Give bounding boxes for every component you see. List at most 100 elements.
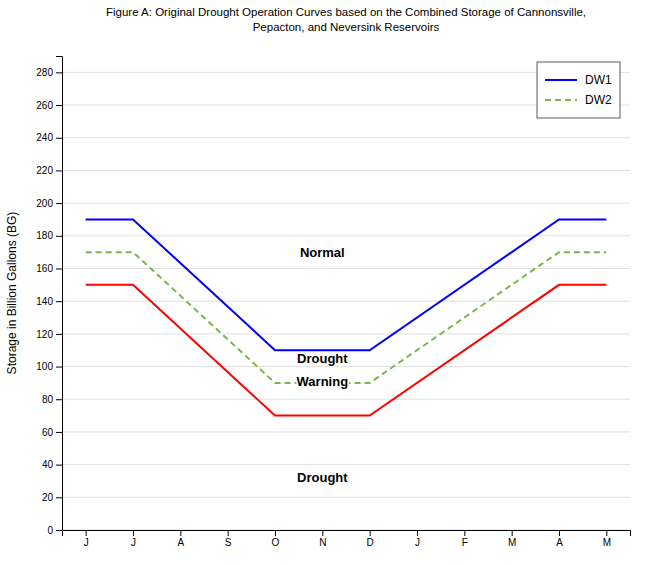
legend-item: DW1 xyxy=(545,73,612,87)
annotations: Normal Drought Warning Drought xyxy=(297,245,349,486)
y-tick: 0 xyxy=(47,525,62,536)
tick-mark xyxy=(512,530,513,536)
x-tick: M xyxy=(508,530,516,548)
tick-label: 120 xyxy=(36,329,53,340)
tick-label: F xyxy=(462,537,468,548)
grid-line xyxy=(62,137,630,138)
tick-label: 200 xyxy=(36,198,53,209)
legend-swatch xyxy=(545,99,577,101)
legend: DW1DW2 xyxy=(537,62,620,118)
y-axis: 0 20 40 60 80 100 120 140 160 180 200 220 240 260 280 xyxy=(36,57,62,536)
tick-label: 0 xyxy=(47,525,53,536)
x-tick: J xyxy=(131,530,136,548)
x-tick: A xyxy=(177,530,184,548)
y-tick: 200 xyxy=(36,198,62,209)
y-grid xyxy=(62,72,630,530)
tick-label: 140 xyxy=(36,296,53,307)
grid-line xyxy=(62,399,630,400)
series-line xyxy=(86,219,607,350)
grid-line xyxy=(62,497,630,498)
tick-label: 20 xyxy=(42,492,54,503)
tick-label: 280 xyxy=(36,67,53,78)
tick-mark xyxy=(56,138,62,139)
x-axis: JJASONDJFMAM xyxy=(63,530,631,548)
x-tick: A xyxy=(556,530,563,548)
tick-label: 160 xyxy=(36,263,53,274)
y-tick: 80 xyxy=(42,394,62,405)
tick-mark xyxy=(56,268,62,269)
tick-mark xyxy=(180,530,181,536)
y-tick: 260 xyxy=(36,100,62,111)
tick-mark xyxy=(56,334,62,335)
tick-label: A xyxy=(556,537,563,548)
x-tick: M xyxy=(603,530,611,548)
x-tick: F xyxy=(462,530,468,548)
tick-mark xyxy=(56,399,62,400)
y-tick: 220 xyxy=(36,165,62,176)
grid-line xyxy=(62,235,630,236)
y-tick: 240 xyxy=(36,132,62,143)
tick-label: A xyxy=(177,537,184,548)
tick-label: 40 xyxy=(42,459,54,470)
legend-item: DW2 xyxy=(545,93,612,107)
tick-label: 180 xyxy=(36,230,53,241)
tick-mark xyxy=(606,530,607,536)
tick-label: J xyxy=(415,537,420,548)
tick-mark xyxy=(56,465,62,466)
grid-line xyxy=(62,333,630,334)
y-axis-title: Storage in Billion Gallons (BG) xyxy=(5,212,19,375)
tick-mark xyxy=(56,432,62,433)
tick-mark xyxy=(56,203,62,204)
x-tick: D xyxy=(367,530,374,548)
tick-mark xyxy=(370,530,371,536)
tick-mark xyxy=(322,530,323,536)
annotation: Drought xyxy=(297,470,348,485)
tick-label: 60 xyxy=(42,427,54,438)
tick-label: 240 xyxy=(36,132,53,143)
x-axis-line xyxy=(63,531,631,537)
tick-label: N xyxy=(319,537,326,548)
y-tick: 60 xyxy=(42,427,62,438)
x-tick: J xyxy=(415,530,420,548)
tick-mark xyxy=(56,301,62,302)
y-tick: 280 xyxy=(36,67,62,78)
y-tick: 180 xyxy=(36,230,62,241)
y-tick: 140 xyxy=(36,296,62,307)
tick-label: 220 xyxy=(36,165,53,176)
annotation: Warning xyxy=(297,374,349,389)
tick-mark xyxy=(56,170,62,171)
x-tick: O xyxy=(272,530,280,548)
tick-label: 100 xyxy=(36,361,53,372)
tick-mark xyxy=(417,530,418,536)
y-tick: 100 xyxy=(36,361,62,372)
tick-mark xyxy=(228,530,229,536)
grid-line xyxy=(62,268,630,269)
tick-label: 260 xyxy=(36,100,53,111)
x-tick: S xyxy=(225,530,232,548)
tick-mark xyxy=(56,497,62,498)
tick-label: O xyxy=(272,537,280,548)
grid-line xyxy=(62,366,630,367)
tick-mark xyxy=(86,530,87,536)
legend-label: DW2 xyxy=(585,93,612,107)
legend-swatch xyxy=(545,79,577,81)
annotation: Normal xyxy=(300,245,345,260)
tick-mark xyxy=(559,530,560,536)
y-tick: 120 xyxy=(36,329,62,340)
legend-label: DW1 xyxy=(585,73,612,87)
tick-mark xyxy=(133,530,134,536)
tick-mark xyxy=(56,105,62,106)
tick-mark xyxy=(56,236,62,237)
chart: J J A S O N D J F M A M 0 20 40 60 80 100 120 140 160 180 200 2… xyxy=(0,0,650,566)
annotation: Drought xyxy=(297,351,348,366)
x-tick: N xyxy=(319,530,326,548)
tick-label: 80 xyxy=(42,394,54,405)
tick-mark xyxy=(464,530,465,536)
tick-label: M xyxy=(603,537,611,548)
tick-mark xyxy=(275,530,276,536)
y-tick: 20 xyxy=(42,492,62,503)
tick-label: M xyxy=(508,537,516,548)
x-tick: J xyxy=(84,530,89,548)
tick-label: J xyxy=(131,537,136,548)
y-tick: 160 xyxy=(36,263,62,274)
